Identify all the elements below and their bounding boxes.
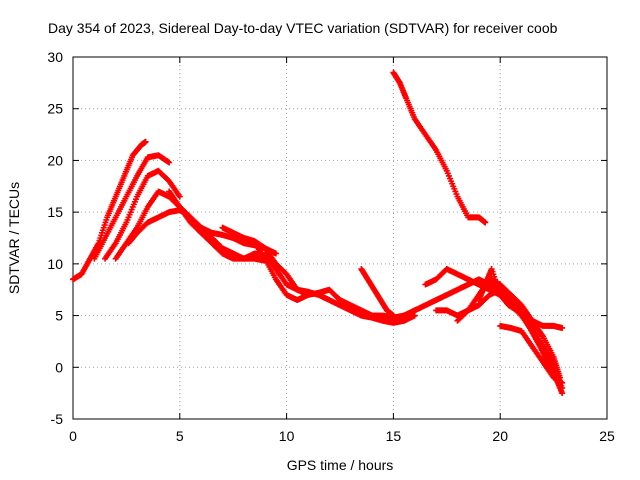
series-arc-10: [262, 250, 418, 326]
data-point: [166, 159, 173, 166]
x-tick-label: 10: [279, 428, 295, 444]
plot-frame: [72, 56, 608, 420]
data-point: [559, 390, 566, 397]
y-tick-label: 15: [47, 204, 63, 220]
y-tick-label: 20: [47, 152, 63, 168]
y-tick-label: 0: [55, 359, 63, 375]
series-arc-2: [91, 152, 173, 262]
y-tick-label: 10: [47, 256, 63, 272]
x-tick-label: 0: [69, 428, 77, 444]
y-axis-label: SDTVAR / TECUs: [6, 182, 22, 294]
series-arc-18: [497, 322, 566, 386]
data-point: [390, 312, 397, 319]
x-tick-label: 20: [492, 428, 508, 444]
x-axis-label: GPS time / hours: [287, 457, 394, 473]
data-point: [559, 324, 566, 331]
series-arc-8: [219, 224, 418, 321]
data-point: [142, 138, 149, 145]
series-arc-9: [251, 240, 311, 304]
data-point: [272, 250, 279, 257]
axis-ticks: 0 5 10 15 20 25 -5 0 5 10 15 20 25 30: [47, 49, 615, 444]
data-point: [411, 312, 418, 319]
series-arc-11: [358, 266, 397, 319]
x-tick-label: 5: [176, 428, 184, 444]
series-arc-12: [390, 69, 489, 226]
series-arc-3: [102, 167, 183, 262]
y-tick-label: 30: [47, 49, 63, 65]
y-tick-label: 5: [55, 308, 63, 324]
y-tick-label: -5: [51, 411, 64, 427]
data-marks: [70, 69, 566, 397]
data-point: [482, 219, 489, 226]
x-tick-label: 25: [599, 428, 615, 444]
x-tick-label: 15: [386, 428, 402, 444]
chart-title: Day 354 of 2023, Sidereal Day-to-day VTE…: [48, 20, 558, 36]
grid: [73, 57, 607, 419]
data-point: [176, 193, 183, 200]
y-tick-label: 25: [47, 101, 63, 117]
data-point: [559, 379, 566, 386]
